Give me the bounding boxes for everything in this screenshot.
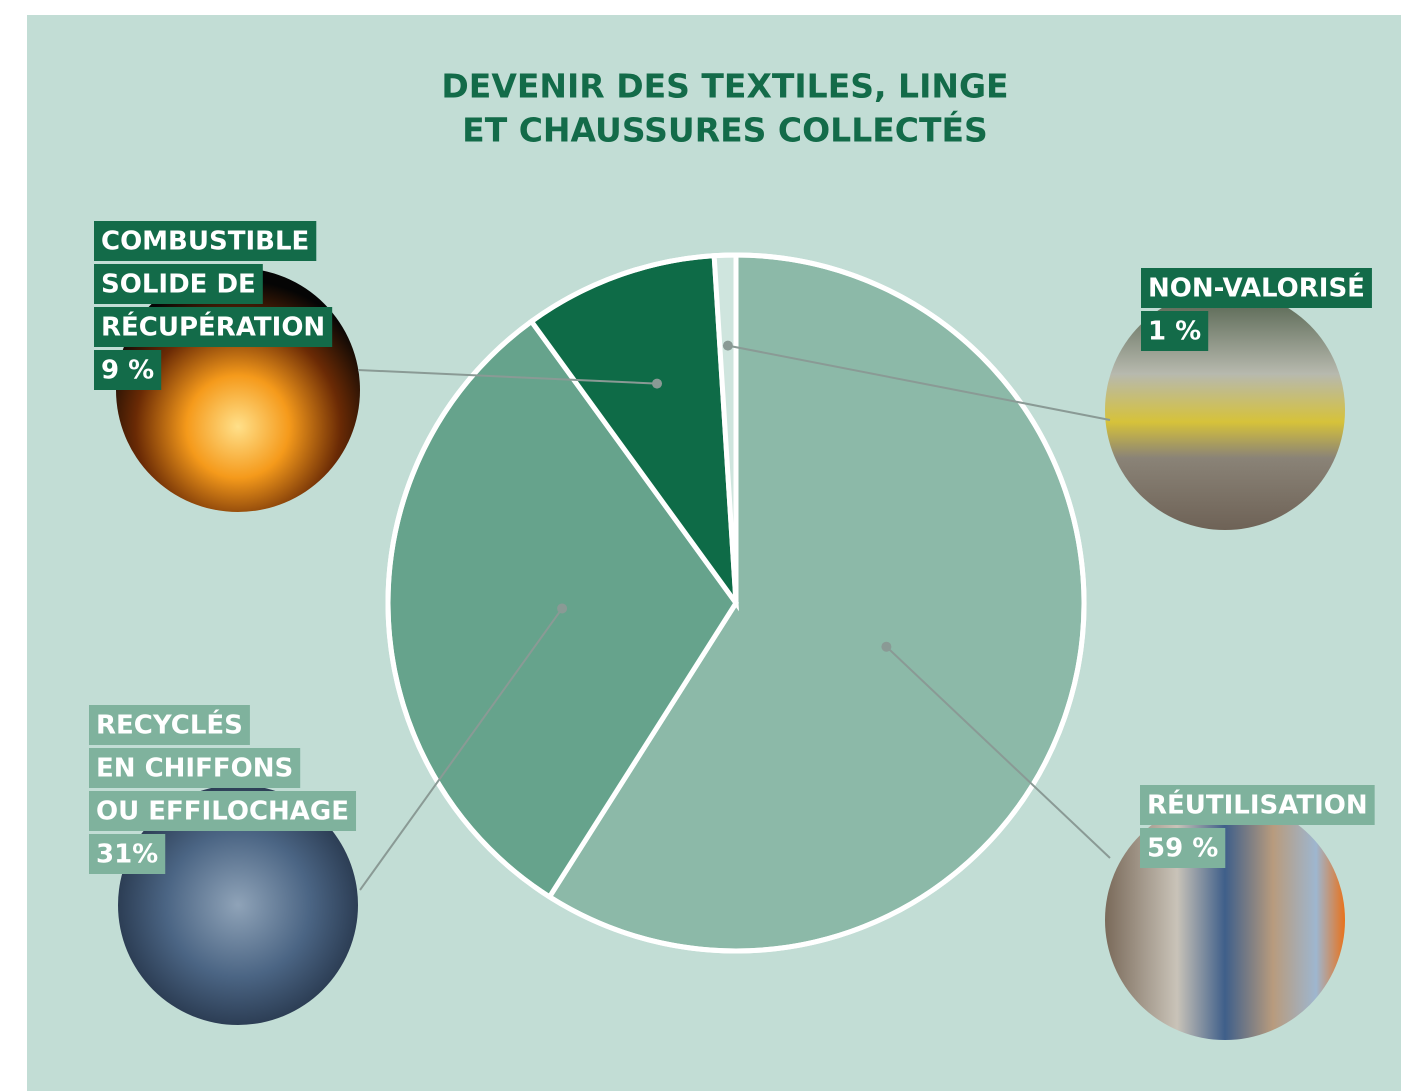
- value-label: 9 %: [101, 356, 154, 386]
- label-box: [89, 705, 250, 745]
- leader-dot: [557, 603, 568, 614]
- label-box: [89, 834, 166, 874]
- category-label: RÉCUPÉRATION: [101, 311, 325, 343]
- label-box: [94, 221, 317, 261]
- leader-line: [885, 645, 1111, 859]
- label-box: [94, 307, 333, 347]
- category-label: SOLIDE DE: [101, 270, 256, 300]
- label-box: [89, 791, 357, 831]
- label-box: [89, 748, 301, 788]
- chart-title: DEVENIR DES TEXTILES, LINGE: [441, 67, 1008, 106]
- category-label: NON-VALORISÉ: [1148, 272, 1365, 304]
- leader-line: [359, 607, 563, 891]
- label-box: [1140, 828, 1226, 868]
- category-label: OU EFFILOCHAGE: [96, 797, 349, 827]
- category-label: COMBUSTIBLE: [101, 227, 309, 257]
- leader-line: [727, 344, 1111, 421]
- category-label: EN CHIFFONS: [96, 754, 293, 784]
- label-box: [94, 264, 263, 304]
- leader-dot: [881, 641, 892, 652]
- leader-dot: [652, 378, 663, 389]
- pie-outline: [385, 252, 1087, 954]
- leader-dot: [722, 340, 733, 351]
- photo-fibres: [118, 785, 358, 1025]
- category-label: RECYCLÉS: [96, 709, 243, 741]
- label-box: [1140, 785, 1375, 825]
- label-box: [94, 350, 162, 390]
- chart-title: ET CHAUSSURES COLLECTÉS: [462, 110, 988, 150]
- value-label: 1 %: [1148, 317, 1201, 347]
- label-box: [1141, 268, 1372, 308]
- label-box: [1141, 311, 1209, 351]
- value-label: 59 %: [1147, 834, 1218, 864]
- value-label: 31%: [96, 840, 158, 870]
- category-label: RÉUTILISATION: [1147, 789, 1368, 821]
- leader-line: [357, 369, 658, 385]
